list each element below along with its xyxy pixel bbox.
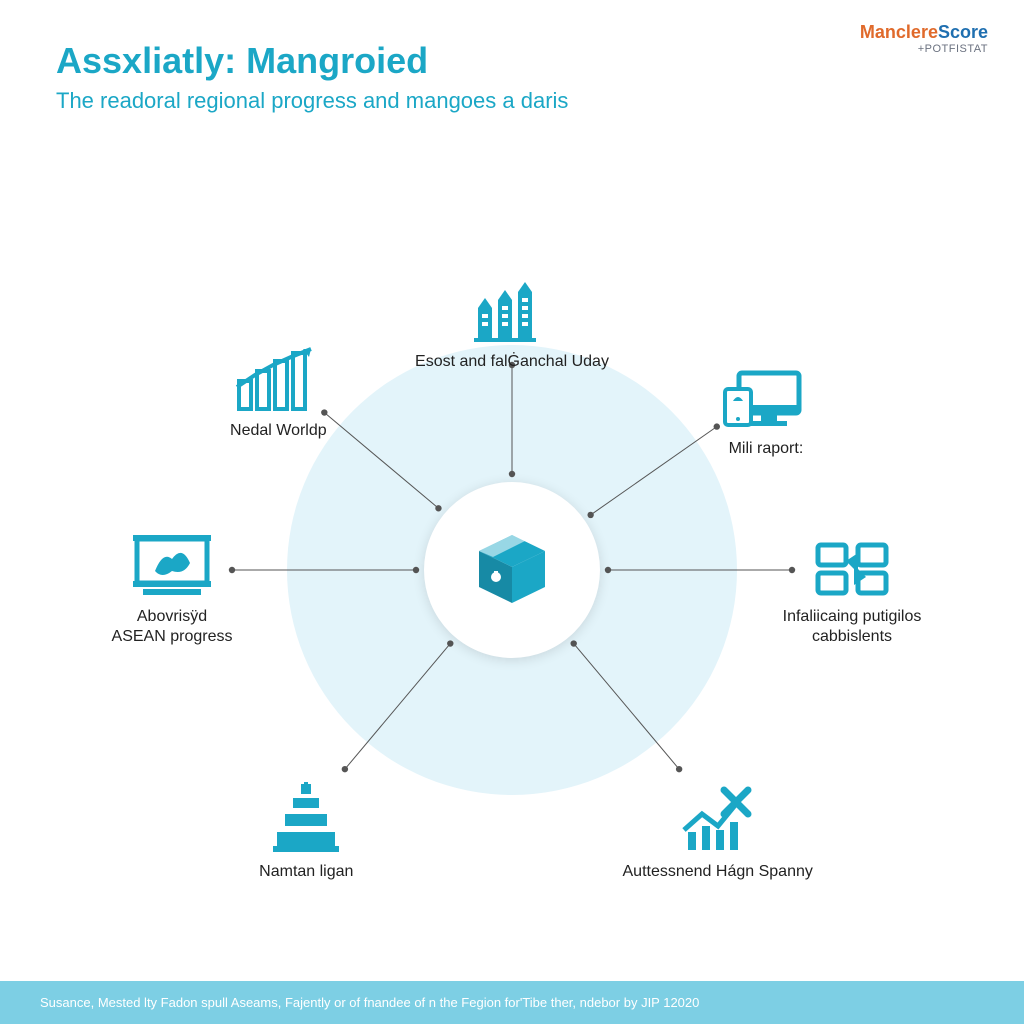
node-label: Auttessnend Hágn Spanny: [618, 862, 818, 882]
center-hub: [424, 482, 600, 658]
node-label: Infaliicaing putigilos cabbislents: [752, 607, 952, 647]
rising-bars-icon: [178, 343, 378, 413]
node-label: Esost and falĠanchal Uday: [412, 352, 612, 372]
spoke-endcap: [342, 766, 348, 772]
spoke-line: [574, 644, 679, 770]
chart-cross-icon: [618, 784, 818, 854]
spoke-endcap: [435, 505, 441, 511]
temple-stack-icon: [206, 784, 406, 854]
building-bars-icon: [412, 274, 612, 344]
diagram-node-top: Esost and falĠanchal Uday: [412, 274, 612, 372]
framed-emblem-icon: [72, 529, 272, 599]
diagram-node-top-left: Nedal Worldp: [178, 343, 378, 441]
footer-text: Susance, Mested lty Fadon spull Aseams, …: [40, 995, 699, 1010]
node-label: Mili raport:: [666, 439, 866, 459]
spoke-endcap: [413, 567, 419, 573]
footer-bar: Susance, Mested lty Fadon spull Aseams, …: [0, 981, 1024, 1024]
spoke-endcap: [447, 640, 453, 646]
spoke-endcap: [587, 512, 593, 518]
spoke-endcap: [605, 567, 611, 573]
node-label: Abovrisÿd ASEAN progress: [72, 607, 272, 647]
node-label: Namtan ligan: [206, 862, 406, 882]
spoke-endcap: [571, 640, 577, 646]
spoke-line: [345, 644, 450, 770]
diagram-node-left: Abovrisÿd ASEAN progress: [72, 529, 272, 647]
diagram-node-bottom-right: Auttessnend Hágn Spanny: [618, 784, 818, 882]
diagram-node-bottom-left: Namtan ligan: [206, 784, 406, 882]
puzzle-grid-icon: [752, 529, 952, 599]
spoke-endcap: [676, 766, 682, 772]
monitor-tablet-icon: [666, 361, 866, 431]
diagram-node-right: Infaliicaing putigilos cabbislents: [752, 529, 952, 647]
box-icon: [467, 523, 557, 618]
node-label: Nedal Worldp: [178, 421, 378, 441]
radial-diagram: Esost and falĠanchal Uday Mili raport: I…: [0, 0, 1024, 1024]
spoke-endcap: [509, 471, 515, 477]
diagram-node-top-right: Mili raport:: [666, 361, 866, 459]
